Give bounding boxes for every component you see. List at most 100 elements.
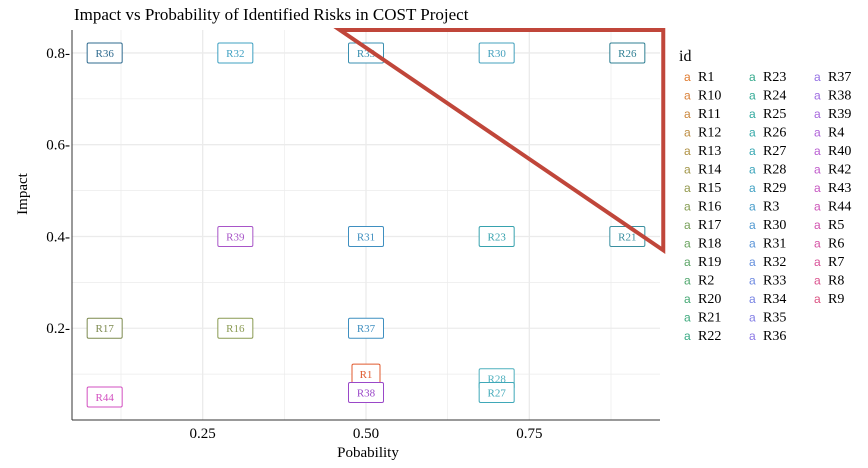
- legend-label: R1: [698, 70, 714, 85]
- plot-area: 0.2- 0.4- 0.6- 0.8- 0.25 0.50 0.75 R36 R32 R33 R30…: [46, 28, 666, 442]
- data-point-label: R38: [357, 387, 376, 399]
- legend-item: a R27: [749, 144, 786, 159]
- legend-item: a R21: [684, 311, 721, 326]
- legend-label: R43: [828, 181, 851, 196]
- data-point-box: [217, 42, 254, 64]
- legend-label: R7: [828, 255, 844, 270]
- legend-label: R26: [763, 126, 786, 141]
- chart-title: Impact vs Probability of Identified Risk…: [74, 5, 469, 24]
- legend-key: a: [684, 311, 691, 325]
- legend-item: a R8: [814, 274, 844, 289]
- data-point: R38: [348, 381, 384, 403]
- legend-item: a R13: [684, 144, 721, 159]
- data-point-box: [86, 317, 123, 339]
- legend-item: a R2: [684, 274, 714, 289]
- legend-label: R44: [828, 200, 851, 215]
- legend-label: R15: [698, 181, 721, 196]
- legend-key: a: [814, 144, 821, 158]
- legend-label: R18: [698, 237, 721, 252]
- data-point: R1: [351, 363, 381, 385]
- legend-label: R35: [763, 311, 786, 326]
- legend-item: a R31: [749, 237, 786, 252]
- legend-item: a R38: [814, 89, 851, 104]
- legend-label: R39: [828, 107, 851, 122]
- legend-label: R42: [828, 163, 851, 178]
- legend-item: a R15: [684, 181, 721, 196]
- legend-label: R14: [698, 163, 721, 178]
- legend-label: R36: [763, 329, 786, 344]
- legend-label: R17: [698, 218, 721, 233]
- legend-item: a R33: [749, 274, 786, 289]
- data-point: R26: [609, 42, 646, 64]
- legend-item: a R16: [684, 200, 721, 215]
- legend-item: a R17: [684, 218, 721, 233]
- data-point: R31: [348, 225, 384, 247]
- legend-key: a: [814, 218, 821, 232]
- data-point-label: R32: [226, 48, 244, 60]
- legend-key: a: [749, 70, 756, 84]
- legend-key: a: [749, 163, 756, 177]
- legend-label: R4: [828, 126, 844, 141]
- legend-key: a: [684, 126, 691, 140]
- legend-item: a R30: [749, 218, 786, 233]
- legend-item: a R40: [814, 144, 851, 159]
- legend-label: R34: [763, 292, 786, 307]
- legend-key: a: [814, 292, 821, 306]
- legend-item: a R20: [684, 292, 721, 307]
- legend-item: a R26: [749, 126, 786, 141]
- data-point-label: R27: [487, 387, 506, 399]
- legend-item: a R28: [749, 163, 786, 178]
- legend-key: a: [814, 255, 821, 269]
- legend-item: a R10: [684, 89, 721, 104]
- legend-label: R9: [828, 292, 844, 307]
- legend-key: a: [749, 200, 756, 214]
- legend-key: a: [684, 89, 691, 103]
- legend-item: a R36: [749, 329, 786, 344]
- legend-label: R24: [763, 89, 786, 104]
- legend-key: a: [814, 274, 821, 288]
- legend-item: a R6: [814, 237, 844, 252]
- legend-label: R8: [828, 274, 844, 289]
- data-point-label: R1: [360, 369, 373, 381]
- legend-item: a R44: [814, 200, 851, 215]
- legend-label: R2: [698, 274, 714, 289]
- legend-label: R21: [698, 311, 721, 326]
- y-axis-title: Impact: [15, 172, 31, 214]
- data-point-label: R31: [357, 231, 375, 243]
- data-point-box: [478, 225, 515, 247]
- legend-label: R33: [763, 274, 786, 289]
- data-point-label: R17: [95, 323, 114, 335]
- legend-key: a: [814, 107, 821, 121]
- legend-key: a: [814, 200, 821, 214]
- data-point: R32: [217, 42, 254, 64]
- legend-key: a: [749, 237, 756, 251]
- data-point-label: R37: [357, 323, 376, 335]
- legend-item: a R3: [749, 200, 779, 215]
- legend-item: a R12: [684, 126, 721, 141]
- data-point-box: [217, 317, 254, 339]
- legend-key: a: [749, 292, 756, 306]
- legend-item: a R19: [684, 255, 721, 270]
- data-point-box: [478, 42, 515, 64]
- legend-item: a R18: [684, 237, 721, 252]
- legend-key: a: [749, 89, 756, 103]
- legend-key: a: [814, 70, 821, 84]
- legend-item: a R14: [684, 163, 721, 178]
- legend-key: a: [684, 200, 691, 214]
- legend-key: a: [749, 218, 756, 232]
- legend-label: R5: [828, 218, 844, 233]
- legend-item: a R25: [749, 107, 786, 122]
- x-tick-label: 0.75: [516, 426, 542, 442]
- legend-key: a: [749, 126, 756, 140]
- data-point: R36: [86, 42, 123, 64]
- data-point-label: R23: [487, 231, 506, 243]
- legend-label: R11: [698, 107, 721, 122]
- legend-item: a R9: [814, 292, 844, 307]
- legend-key: a: [749, 107, 756, 121]
- data-point: R37: [348, 317, 384, 339]
- data-point-label: R21: [618, 231, 636, 243]
- legend-label: R10: [698, 89, 721, 104]
- data-point: R39: [217, 225, 254, 247]
